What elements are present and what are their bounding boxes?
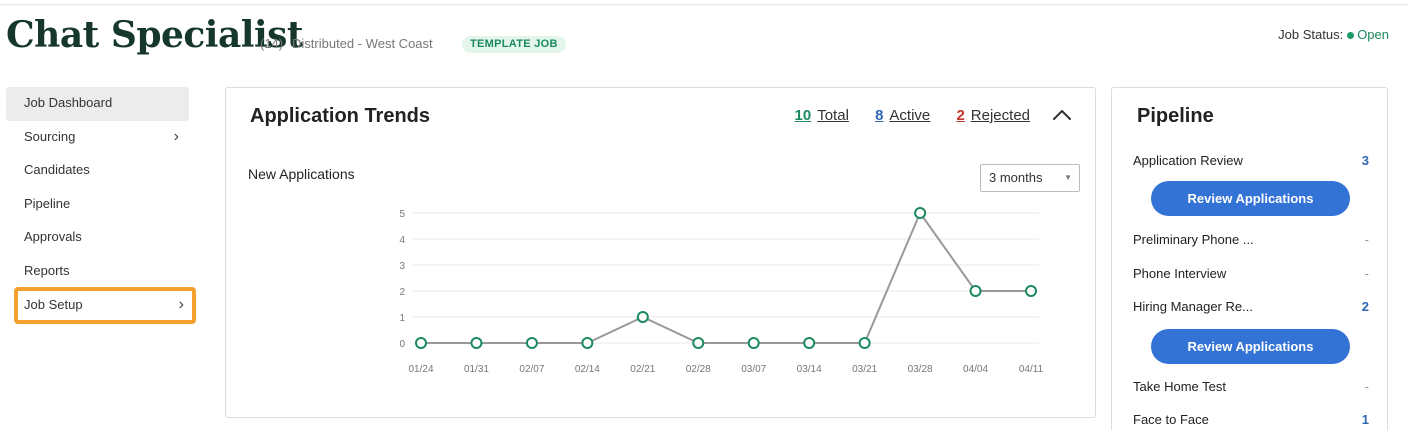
- sidebar-item-job-setup[interactable]: Job Setup ›: [14, 286, 196, 325]
- pipeline-title: Pipeline: [1137, 105, 1214, 127]
- stage-count: 2: [1361, 299, 1369, 314]
- job-status-value[interactable]: Open: [1357, 27, 1389, 42]
- rejected-label: Rejected: [970, 107, 1030, 124]
- application-trends-title: Application Trends: [250, 105, 431, 127]
- stage-label: Hiring Manager Re...: [1133, 299, 1253, 314]
- y-tick-label: 0: [399, 339, 405, 350]
- stage-label: Phone Interview: [1133, 266, 1227, 281]
- series-line: [421, 210, 1031, 344]
- sidebar-item-label: Sourcing: [24, 128, 76, 144]
- total-label: Total: [817, 107, 849, 124]
- active-count: 8: [875, 107, 884, 124]
- sidebar-item-reports[interactable]: Reports: [6, 255, 189, 289]
- x-tick-label: 03/07: [741, 364, 766, 375]
- pipeline-stage[interactable]: Application Review 3: [1133, 153, 1369, 168]
- data-point: [747, 337, 760, 349]
- data-point: [470, 337, 483, 349]
- stage-label: Take Home Test: [1133, 379, 1226, 394]
- stage-count: -: [1364, 379, 1369, 394]
- active-applications-link[interactable]: 8 Active: [875, 107, 930, 124]
- pipeline-stage[interactable]: Face to Face 1: [1133, 412, 1369, 427]
- review-applications-button[interactable]: Review Applications: [1151, 181, 1350, 216]
- sidebar-item-candidates[interactable]: Candidates: [6, 154, 189, 188]
- y-tick-label: 5: [399, 209, 405, 220]
- data-point: [525, 337, 538, 349]
- sidebar-item-job-dashboard[interactable]: Job Dashboard: [6, 87, 189, 121]
- sidebar-item-label: Pipeline: [24, 195, 71, 211]
- data-point: [636, 311, 649, 323]
- time-range-select[interactable]: 3 months ▼: [980, 164, 1080, 192]
- stage-label: Application Review: [1133, 153, 1243, 168]
- sidebar-item-label: Reports: [24, 262, 70, 278]
- stage-count: 1: [1361, 412, 1369, 427]
- y-tick-label: 4: [399, 235, 405, 246]
- total-count: 10: [794, 107, 812, 124]
- active-label: Active: [889, 107, 931, 124]
- job-status: Job Status: Open: [1278, 27, 1389, 42]
- pipeline-card: Pipeline Application Review 3 Review App…: [1111, 87, 1388, 430]
- pipeline-stage[interactable]: Phone Interview -: [1133, 266, 1369, 281]
- y-tick-label: 2: [399, 287, 405, 298]
- chart-subtitle: New Applications: [248, 166, 355, 182]
- new-applications-chart: 0 1 2 3 4 5 01/24 01/31 02/07 02/14 02/21 02/28 03/0…: [399, 207, 1044, 375]
- y-tick-label: 3: [399, 261, 405, 272]
- sidebar-item-label: Job Setup: [24, 296, 83, 312]
- x-tick-label: 03/21: [852, 364, 877, 375]
- top-divider: [0, 4, 1409, 5]
- y-tick-label: 1: [399, 313, 405, 324]
- job-location: Distributed - West Coast: [292, 36, 433, 51]
- template-job-badge: TEMPLATE JOB: [462, 36, 566, 53]
- x-tick-label: 02/21: [630, 364, 655, 375]
- sidebar-item-label: Candidates: [24, 162, 90, 178]
- stage-count: 3: [1361, 153, 1369, 168]
- stage-count: -: [1364, 232, 1369, 247]
- data-point: [858, 337, 871, 349]
- review-applications-button[interactable]: Review Applications: [1151, 329, 1350, 364]
- pipeline-stage[interactable]: Take Home Test -: [1133, 379, 1369, 394]
- data-point: [1025, 285, 1037, 297]
- sidebar-item-sourcing[interactable]: Sourcing ›: [6, 121, 189, 155]
- sidebar-item-label: Approvals: [24, 229, 82, 245]
- x-tick-label: 04/11: [1019, 364, 1044, 375]
- chevron-right-icon: ›: [173, 127, 179, 145]
- stage-label: Face to Face: [1133, 412, 1209, 427]
- time-range-value: 3 months: [989, 170, 1043, 185]
- x-tick-label: 04/04: [963, 364, 988, 375]
- x-tick-label: 02/28: [686, 364, 711, 375]
- x-tick-label: 03/28: [908, 364, 933, 375]
- sidebar-item-label: Job Dashboard: [24, 95, 113, 110]
- sidebar-item-pipeline[interactable]: Pipeline: [6, 188, 189, 222]
- x-tick-label: 01/31: [464, 364, 489, 375]
- data-point: [415, 337, 427, 349]
- job-sidebar: Job Dashboard Sourcing › Candidates Pipe…: [6, 87, 196, 325]
- application-trends-card: Application Trends 10 Total 8 Active 2 Reje…: [225, 87, 1096, 418]
- chevron-up-icon[interactable]: [1051, 106, 1073, 124]
- pipeline-stage[interactable]: Preliminary Phone ... -: [1133, 232, 1369, 247]
- data-point: [581, 337, 594, 349]
- application-stats: 10 Total 8 Active 2 Rejected: [773, 107, 1030, 124]
- data-point: [914, 207, 927, 219]
- job-status-label: Job Status:: [1278, 27, 1344, 42]
- x-tick-label: 02/07: [519, 364, 544, 375]
- x-tick-label: 02/14: [575, 364, 600, 375]
- data-point: [969, 285, 982, 297]
- job-count: (14): [260, 36, 284, 51]
- rejected-count: 2: [956, 107, 965, 124]
- sidebar-item-approvals[interactable]: Approvals: [6, 221, 189, 255]
- rejected-applications-link[interactable]: 2 Rejected: [956, 107, 1030, 124]
- caret-down-icon: ▼: [1064, 173, 1072, 182]
- total-applications-link[interactable]: 10 Total: [795, 107, 849, 124]
- data-point: [692, 337, 705, 349]
- data-point: [803, 337, 816, 349]
- x-tick-label: 01/24: [408, 364, 433, 375]
- status-dot-icon: [1347, 31, 1355, 39]
- chevron-right-icon: ›: [178, 295, 184, 313]
- page-title: Chat Specialist: [6, 14, 304, 56]
- pipeline-stage[interactable]: Hiring Manager Re... 2: [1133, 299, 1369, 314]
- stage-count: -: [1364, 266, 1369, 281]
- x-tick-label: 03/14: [797, 364, 822, 375]
- stage-label: Preliminary Phone ...: [1133, 232, 1254, 247]
